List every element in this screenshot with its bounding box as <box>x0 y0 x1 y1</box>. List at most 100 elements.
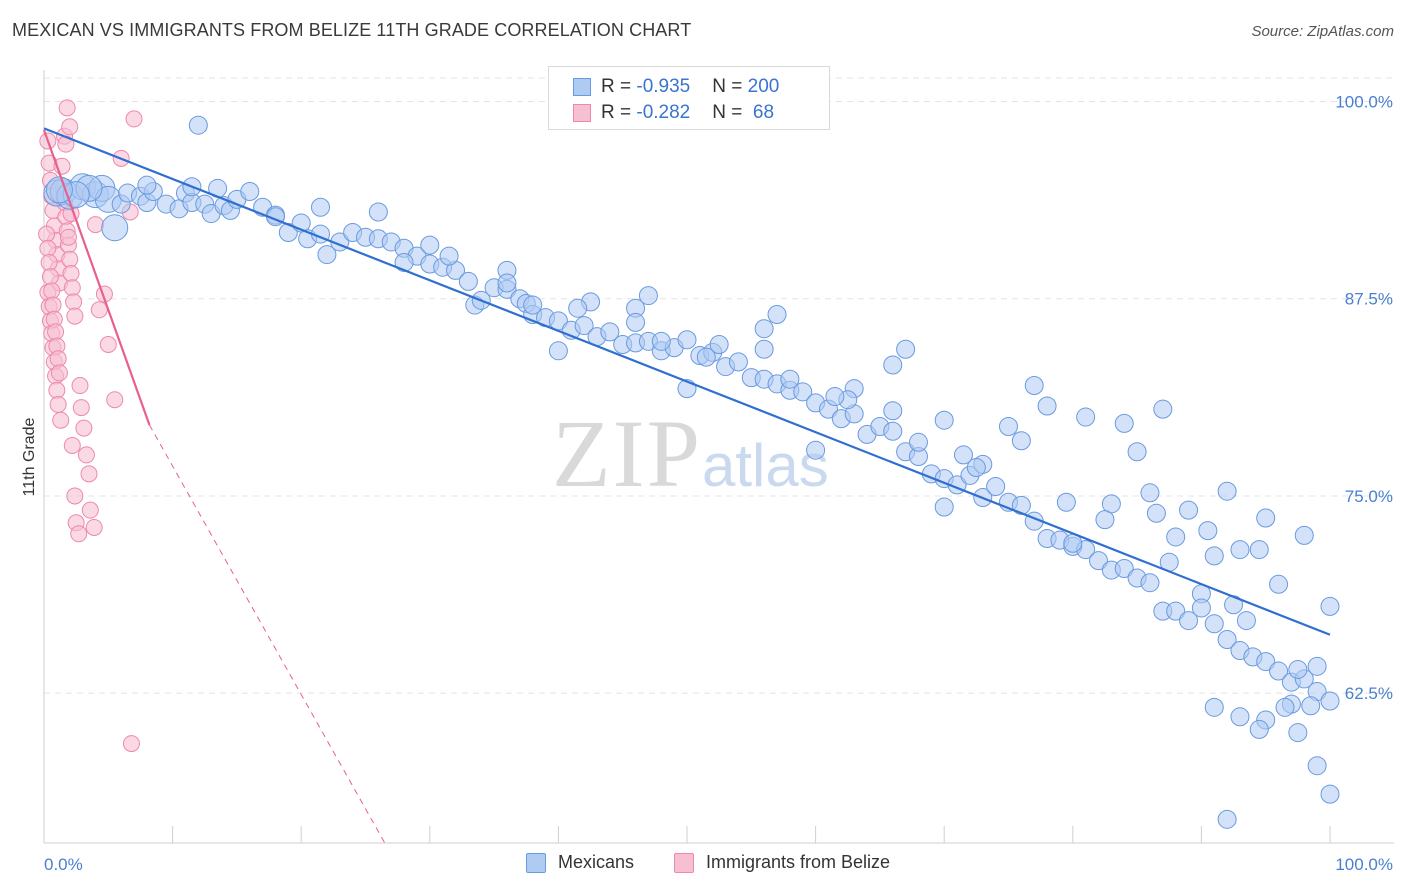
mexican-point <box>1288 659 1308 679</box>
legend-row-belize: R = -0.282 N = 68 <box>573 101 774 125</box>
mexican-point <box>966 458 986 478</box>
chart-title: MEXICAN VS IMMIGRANTS FROM BELIZE 11TH G… <box>12 20 692 40</box>
mexican-point <box>953 445 973 465</box>
belize-point <box>66 487 84 505</box>
mexican-point <box>677 330 697 350</box>
mexican-point <box>986 476 1006 496</box>
y-tick-labels: 62.5% 75.0% 87.5% 100.0% <box>1335 93 1393 704</box>
belize-point <box>99 335 117 353</box>
x-tick-label-min: 0.0% <box>44 855 83 874</box>
legend-item-mexicans[interactable]: Mexicans <box>526 852 634 873</box>
mexican-point <box>600 322 620 342</box>
belize-trend-line <box>42 129 151 426</box>
mexican-point <box>1256 508 1276 528</box>
mexican-point <box>1166 601 1186 621</box>
mexican-point <box>1114 413 1134 433</box>
mexican-point <box>1089 551 1109 571</box>
mexican-point <box>883 355 903 375</box>
mexican-point <box>1198 521 1218 541</box>
mexican-point <box>1011 431 1031 451</box>
belize-point <box>75 419 93 437</box>
mexican-point <box>1204 697 1224 717</box>
mexican-point <box>45 176 73 204</box>
belize-point <box>70 525 88 543</box>
belize-trend-extension <box>149 424 386 844</box>
mexican-point <box>1179 611 1199 631</box>
r-label: R = <box>601 76 637 97</box>
mexican-point <box>1230 707 1250 727</box>
mexican-point <box>780 369 800 389</box>
belize-point <box>47 323 65 341</box>
mexican-point <box>1301 696 1321 716</box>
mexican-point <box>1140 573 1160 593</box>
series-legend: Mexicans Immigrants from Belize <box>0 852 1406 876</box>
watermark: ZIPatlas <box>552 398 829 509</box>
belize-point <box>72 399 90 417</box>
belize-point <box>50 364 68 382</box>
mexican-point <box>709 334 729 354</box>
source-credit: Source: ZipAtlas.com <box>1251 23 1394 40</box>
belize-point <box>125 110 143 128</box>
y-tick-label: 87.5% <box>1345 290 1393 309</box>
mexican-point <box>1307 756 1327 776</box>
mexican-point <box>1076 407 1096 427</box>
legend-row-mexicans: R = -0.935 N = 200 <box>573 75 779 99</box>
mexican-point <box>1256 652 1276 672</box>
watermark-zip: ZIP <box>552 400 702 507</box>
belize-point <box>66 307 84 325</box>
mexican-point <box>1320 596 1340 616</box>
belize-point <box>63 279 81 297</box>
grid-lines <box>44 77 1394 694</box>
mexican-point <box>137 175 157 195</box>
mexican-point <box>1146 503 1166 523</box>
r-value: -0.282 <box>636 102 691 123</box>
mexican-point <box>1269 574 1289 594</box>
belize-point <box>61 118 79 136</box>
belize-points <box>38 99 143 753</box>
belize-point <box>48 381 66 399</box>
mexican-point <box>1217 809 1237 829</box>
mexican-point <box>1153 399 1173 419</box>
mexican-point <box>1179 500 1199 520</box>
mexican-point <box>240 181 260 201</box>
mexican-point <box>574 316 594 336</box>
mexican-point <box>651 331 671 351</box>
belize-point <box>61 250 79 268</box>
mexican-point <box>1140 483 1160 503</box>
n-value: 200 <box>747 76 780 97</box>
watermark-atlas: atlas <box>702 432 829 499</box>
r-label: R = <box>601 102 637 123</box>
belize-point <box>49 350 67 368</box>
mexican-point <box>999 417 1018 437</box>
mexican-point <box>806 440 826 460</box>
y-tick-label: 75.0% <box>1345 487 1393 506</box>
mexican-point <box>317 245 337 265</box>
mexican-point <box>908 432 928 452</box>
mexican-point <box>188 115 208 135</box>
mexican-point <box>523 295 543 315</box>
mexican-point <box>728 352 748 372</box>
n-value: 68 <box>747 102 775 123</box>
mexican-point <box>1269 661 1289 681</box>
belize-point <box>90 301 108 319</box>
mexican-point <box>1288 723 1308 743</box>
mexican-point <box>1320 784 1340 804</box>
mexican-point <box>934 497 954 517</box>
mexican-point <box>548 341 568 361</box>
mexican-point <box>1249 540 1269 560</box>
belize-point <box>71 377 89 395</box>
mexican-point <box>1191 598 1211 618</box>
legend-item-belize[interactable]: Immigrants from Belize <box>674 852 890 873</box>
mexican-point <box>1056 492 1076 512</box>
belize-point <box>81 501 99 519</box>
mexican-point <box>754 319 774 339</box>
mexican-point <box>1204 614 1224 634</box>
mexican-point <box>696 347 716 367</box>
mexican-point <box>1024 376 1044 396</box>
belize-point <box>38 225 56 243</box>
mexican-point <box>368 202 388 222</box>
mexicans-swatch <box>573 78 591 96</box>
mexican-point <box>896 339 916 359</box>
mexican-point <box>1217 481 1237 501</box>
